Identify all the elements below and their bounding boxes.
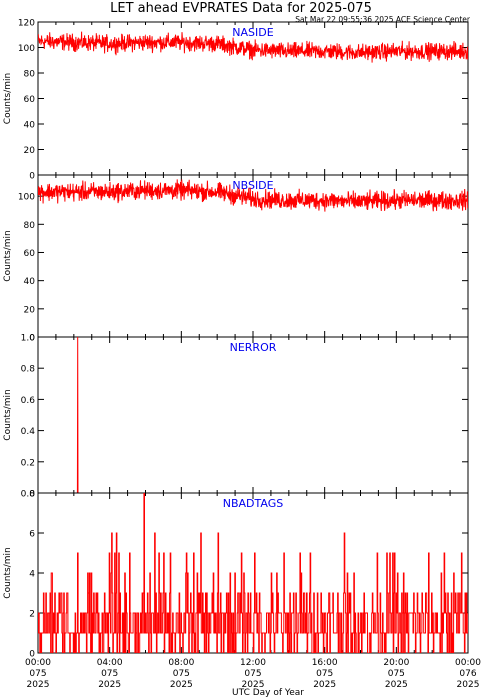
series-line-nbadtags bbox=[38, 493, 468, 653]
panels-group: 020406080100120Counts/minNASIDE020406080… bbox=[3, 19, 469, 660]
x-tick-text: 2025 bbox=[170, 680, 193, 690]
panel-name: NBADTAGS bbox=[223, 497, 283, 510]
y-tick-label: 40 bbox=[24, 277, 36, 287]
panel-name: NBSIDE bbox=[232, 179, 273, 192]
y-tick-label: 0.4 bbox=[21, 427, 36, 437]
panel-name: NASIDE bbox=[232, 26, 273, 39]
x-tick-text: 00:00 bbox=[25, 658, 51, 668]
x-tick-text: 2025 bbox=[313, 680, 336, 690]
x-tick-text: 2025 bbox=[385, 680, 408, 690]
x-tick-text: 04:00 bbox=[97, 658, 123, 668]
x-tick-text: 2025 bbox=[457, 680, 480, 690]
y-axis-label: Counts/min bbox=[3, 230, 13, 281]
y-tick-label: 20 bbox=[24, 305, 36, 315]
series-line-naside bbox=[38, 31, 468, 63]
y-axis-label: Counts/min bbox=[3, 389, 13, 440]
x-tick-text: 075 bbox=[244, 669, 261, 679]
y-tick-label: 100 bbox=[18, 193, 35, 203]
panel-frame bbox=[37, 336, 469, 494]
x-tick-text: 00:00 bbox=[455, 658, 481, 668]
y-tick-label: 60 bbox=[24, 249, 36, 259]
panel-name: NERROR bbox=[230, 341, 277, 354]
x-tick-text: 20:00 bbox=[383, 658, 409, 668]
x-tick-text: 075 bbox=[388, 669, 405, 679]
x-tick-text: 075 bbox=[101, 669, 118, 679]
timestamp-stamp: Sat Mar 22 09:55:36 2025 ACE Science Cen… bbox=[295, 15, 471, 24]
x-axis-label: UTC Day of Year bbox=[232, 688, 304, 698]
y-tick-label: 120 bbox=[18, 19, 35, 29]
y-tick-label: 1.0 bbox=[21, 334, 36, 344]
y-tick-label: 20 bbox=[24, 146, 36, 156]
y-tick-label: 0.8 bbox=[21, 365, 36, 375]
series-line-nbside bbox=[38, 179, 468, 212]
panel-nbside: 0 20 40 60 80 100 Counts/min NBSIDE bbox=[3, 174, 469, 344]
y-tick-label: 0.0 bbox=[21, 490, 36, 500]
y-tick-label: 100 bbox=[18, 44, 35, 54]
x-tick-text: 12:00 bbox=[240, 658, 266, 668]
y-tick-label: 0 bbox=[29, 334, 35, 344]
series-line-nerror bbox=[38, 337, 468, 493]
y-tick-label: 4 bbox=[29, 570, 35, 580]
x-tick-text: 075 bbox=[316, 669, 333, 679]
y-tick-label: 80 bbox=[24, 70, 36, 80]
x-tick-text: 2025 bbox=[27, 680, 50, 690]
panel-nbadtags: 0 2 4 6 8 Counts/min NBADTAGS bbox=[3, 490, 469, 660]
x-axis: 00:00075202504:00075202508:00075202512:0… bbox=[25, 658, 481, 690]
x-tick-text: 2025 bbox=[98, 680, 121, 690]
x-tick-text: 075 bbox=[29, 669, 46, 679]
y-axis-label: Counts/min bbox=[3, 73, 13, 124]
y-tick-label: 0.6 bbox=[21, 396, 36, 406]
x-tick-text: 2025 bbox=[242, 680, 265, 690]
y-tick-label: 80 bbox=[24, 221, 36, 231]
y-tick-label: 60 bbox=[24, 95, 36, 105]
panel-nerror: 0.0 0.2 0.4 0.6 0.8 1.0 Counts/min NERROR bbox=[3, 334, 469, 500]
x-tick-text: 076 bbox=[459, 669, 476, 679]
y-tick-label: 0.2 bbox=[21, 458, 35, 468]
y-axis-label: Counts/min bbox=[3, 547, 13, 598]
y-tick-label: 6 bbox=[29, 530, 35, 540]
y-tick-label: 8 bbox=[29, 490, 35, 500]
chart-title: LET ahead EVPRATES Data for 2025-075 bbox=[110, 1, 372, 16]
x-tick-text: 08:00 bbox=[168, 658, 194, 668]
y-tick-label: 0 bbox=[29, 172, 35, 182]
x-tick-text: 16:00 bbox=[312, 658, 338, 668]
panel-naside: 0 20 40 60 80 100 120 Counts/min NASIDE bbox=[3, 19, 469, 182]
y-tick-label: 0 bbox=[29, 650, 35, 660]
x-tick-text: 075 bbox=[173, 669, 190, 679]
y-tick-label: 2 bbox=[29, 610, 35, 620]
y-tick-label: 40 bbox=[24, 121, 36, 131]
